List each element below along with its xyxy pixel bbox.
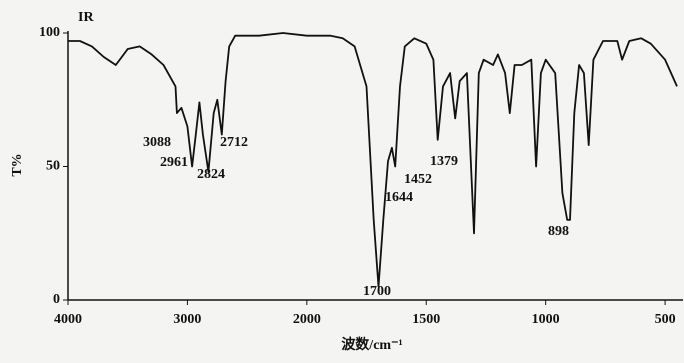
chart-title: IR — [78, 10, 94, 25]
peak-label: 1452 — [404, 172, 432, 187]
x-tick-label: 4000 — [54, 312, 82, 327]
peak-label: 2712 — [220, 135, 248, 150]
spectrum-line — [68, 32, 678, 288]
peak-label: 1379 — [430, 154, 458, 169]
x-tick-label: 1000 — [532, 312, 560, 327]
peak-label: 898 — [548, 224, 569, 239]
y-tick-label: 0 — [53, 292, 60, 307]
y-tick-label: 100 — [39, 25, 60, 40]
peak-label: 1644 — [385, 190, 413, 205]
x-axis-label: 波数/cm⁻¹ — [341, 336, 402, 353]
peak-label: 2824 — [197, 167, 225, 182]
peak-label: 1700 — [363, 284, 391, 299]
x-tick-label: 1500 — [412, 312, 440, 327]
x-tick-label: 500 — [655, 312, 676, 327]
y-tick-label: 50 — [46, 159, 60, 174]
x-tick-label: 2000 — [293, 312, 321, 327]
peak-label: 2961 — [160, 155, 188, 170]
peak-label: 3088 — [143, 135, 171, 150]
y-axis-label: T% — [10, 153, 25, 176]
x-tick-label: 3000 — [173, 312, 201, 327]
